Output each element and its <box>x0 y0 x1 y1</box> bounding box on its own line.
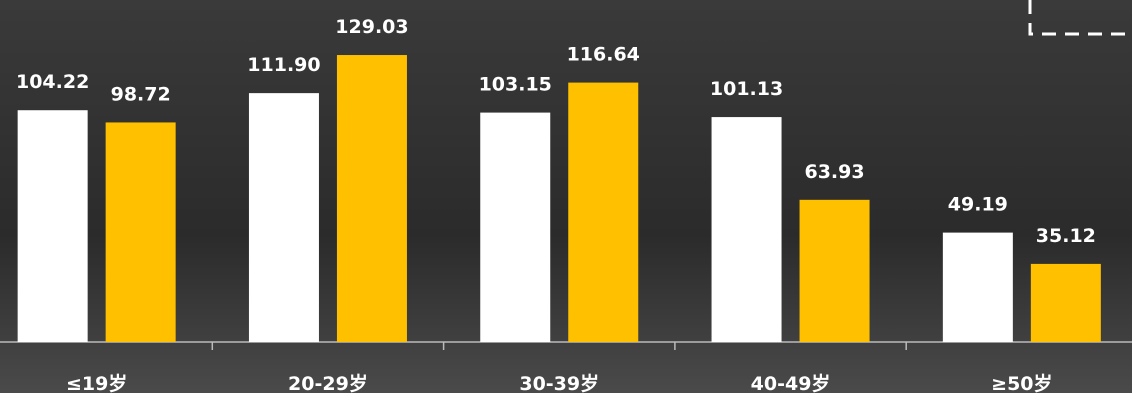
bar <box>799 199 870 342</box>
bar <box>336 55 407 342</box>
decoration <box>1028 0 1132 36</box>
bar <box>1030 263 1101 342</box>
value-label: 49.19 <box>948 194 1008 216</box>
value-label: 103.15 <box>479 74 552 96</box>
bar <box>105 122 176 342</box>
value-label: 111.90 <box>247 54 320 76</box>
x-tick-label: 40-49岁 <box>751 372 831 393</box>
x-tick-label: ≥50岁 <box>991 372 1052 393</box>
bar <box>711 117 782 342</box>
bar <box>248 93 319 342</box>
x-tick-label: ≤19岁 <box>66 372 127 393</box>
bar <box>17 110 88 342</box>
bar <box>480 112 551 343</box>
bar <box>568 82 639 342</box>
x-tick-label: 20-29岁 <box>288 372 368 393</box>
value-label: 104.22 <box>16 71 89 93</box>
value-label: 98.72 <box>111 83 171 105</box>
value-label: 129.03 <box>335 16 408 38</box>
x-tick-label: 30-39岁 <box>519 372 599 393</box>
value-label: 116.64 <box>567 44 640 66</box>
value-label: 35.12 <box>1036 225 1096 247</box>
value-label: 101.13 <box>710 78 783 100</box>
bar <box>942 232 1013 342</box>
value-label: 63.93 <box>804 161 864 183</box>
